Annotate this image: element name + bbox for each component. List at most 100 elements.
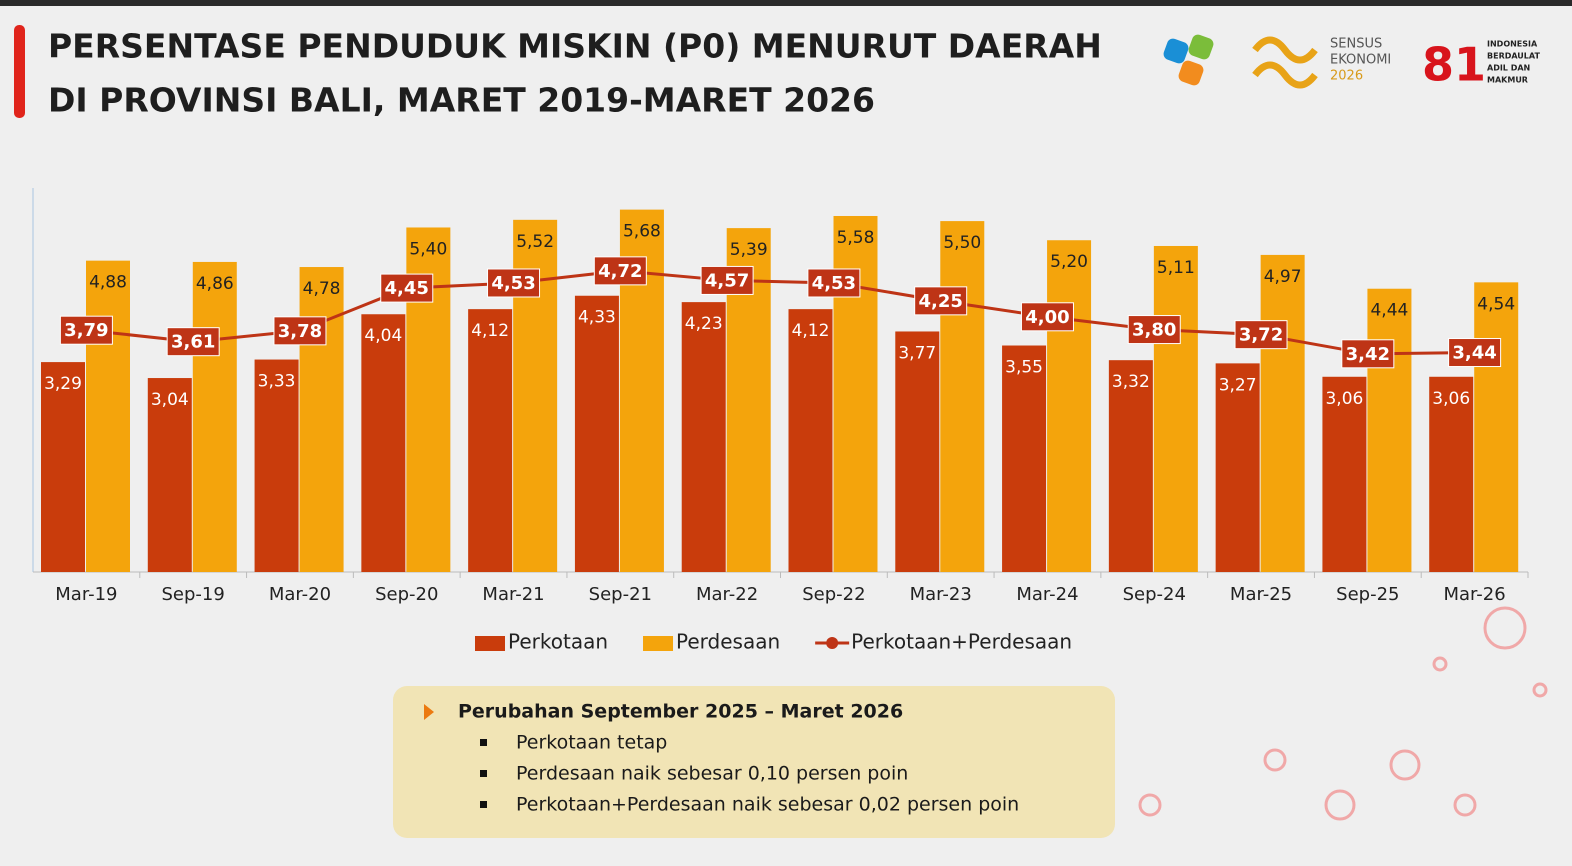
title-line: DI PROVINSI BALI, MARET 2019-MARET 2026 [48,81,875,120]
bar [1002,345,1047,572]
bar-value-label: 3,33 [258,372,296,392]
bar [254,359,299,572]
line-label-box [487,268,541,298]
logo-text: INDONESIA [1487,40,1538,49]
bar-value-label: 5,50 [943,233,981,253]
bar [1260,254,1305,572]
bar-value-label: 5,68 [623,222,661,242]
bar-value-label: 4,04 [364,326,402,346]
logo-81: 81 [1422,38,1486,92]
line-label-box [380,273,434,303]
x-tick-label: Mar-19 [55,584,117,605]
bar [574,295,619,572]
logo-shape [1188,34,1214,60]
line-value-label: 4,25 [918,291,962,312]
bullet [480,801,487,808]
x-tick-label: Mar-20 [269,584,331,605]
bar-value-label: 4,54 [1477,294,1515,314]
line-value-label: 4,53 [812,273,856,294]
line-label-box [59,315,113,345]
bar-value-label: 5,58 [837,228,875,248]
x-tick-label: Mar-25 [1230,584,1292,605]
bar [1047,240,1092,573]
decor [1138,606,1548,821]
bar-value-label: 3,06 [1432,389,1470,409]
notes-item: Perdesaan naik sebesar 0,10 persen poin [516,763,908,785]
bar-value-label: 3,06 [1325,389,1363,409]
x-tick-label: Mar-24 [1016,584,1078,605]
bar [86,260,130,572]
bar-value-label: 3,04 [151,390,189,410]
bar-value-label: 3,27 [1219,375,1257,395]
bar [147,378,192,572]
bar-value-label: 3,77 [898,343,936,363]
logo-text: 2026 [1330,69,1363,84]
title-line: PERSENTASE PENDUDUK MISKIN (P0) MENURUT … [48,27,1102,66]
notes-box [393,686,1115,838]
legend-label: Perdesaan [676,630,780,654]
logo-se [1252,36,1318,89]
line-value-label: 3,79 [64,320,108,341]
bar [940,221,985,572]
bar [41,362,85,572]
line-label-box [593,256,647,286]
bar [895,331,940,572]
bar-value-label: 4,44 [1370,301,1408,321]
legend-swatch [475,636,505,651]
line-label-box [1020,302,1074,332]
line-value-label: 3,80 [1132,320,1176,341]
bar [788,309,833,572]
bar-value-label: 4,97 [1264,267,1302,287]
bar [192,261,237,572]
title-accent [14,25,25,118]
line-label-box [1127,315,1181,345]
line-value-label: 4,53 [491,273,535,294]
notes-arrow [424,704,434,720]
notes-item: Perkotaan tetap [516,732,667,754]
top-edge [0,0,1572,6]
x-tick-label: Sep-20 [375,584,438,605]
x-tick-label: Sep-25 [1336,584,1399,605]
x-tick-label: Mar-26 [1443,584,1505,605]
line-label-box [1341,339,1395,369]
bar-value-label: 5,20 [1050,252,1088,272]
logo-text: SENSUS [1330,37,1382,52]
x-tick-label: Mar-21 [482,584,544,605]
bar-value-label: 4,33 [578,308,616,328]
bar [1108,360,1153,572]
line-value-label: 3,44 [1452,343,1496,364]
bar [681,302,726,572]
legend-label: Perkotaan [508,630,608,654]
legend-swatch [643,636,674,651]
logo-shape [1178,60,1204,86]
bar [361,314,406,572]
line-label-box [1448,338,1502,368]
bar-value-label: 3,29 [44,374,82,394]
bullet [480,739,487,746]
line-value-label: 3,78 [278,321,322,342]
line-label-box [807,268,861,298]
bar-value-label: 4,78 [303,279,341,299]
line-label-box [700,265,754,295]
line-label-box [273,316,327,346]
notes-item: Perkotaan+Perdesaan naik sebesar 0,02 pe… [516,794,1019,816]
bar-value-label: 4,12 [792,321,830,341]
line-value-label: 4,57 [705,270,749,291]
x-tick-label: Sep-24 [1123,584,1186,605]
bar [1367,288,1412,572]
notes-heading: Perubahan September 2025 – Maret 2026 [458,701,903,723]
bar-value-label: 4,23 [685,314,723,334]
bar-value-label: 4,12 [471,321,509,341]
x-tick-label: Sep-19 [162,584,225,605]
logo-text: EKONOMI [1330,53,1391,68]
legend-label: Perkotaan+Perdesaan [851,630,1072,654]
x-tick-label: Sep-21 [589,584,652,605]
legend: Perkotaan Perdesaan Perkotaan+Perdesaan [475,630,1072,654]
x-tick-label: Mar-23 [910,584,972,605]
line-value-label: 4,45 [385,278,429,299]
legend-swatch [826,637,839,649]
logo-text: MAKMUR [1487,76,1528,85]
bar-value-label: 5,11 [1157,258,1195,278]
plot: Mar-19 Sep-19 Mar-20 Sep-20 Mar-21 Sep-21 Mar-… [33,209,1529,605]
bar [1322,376,1367,572]
